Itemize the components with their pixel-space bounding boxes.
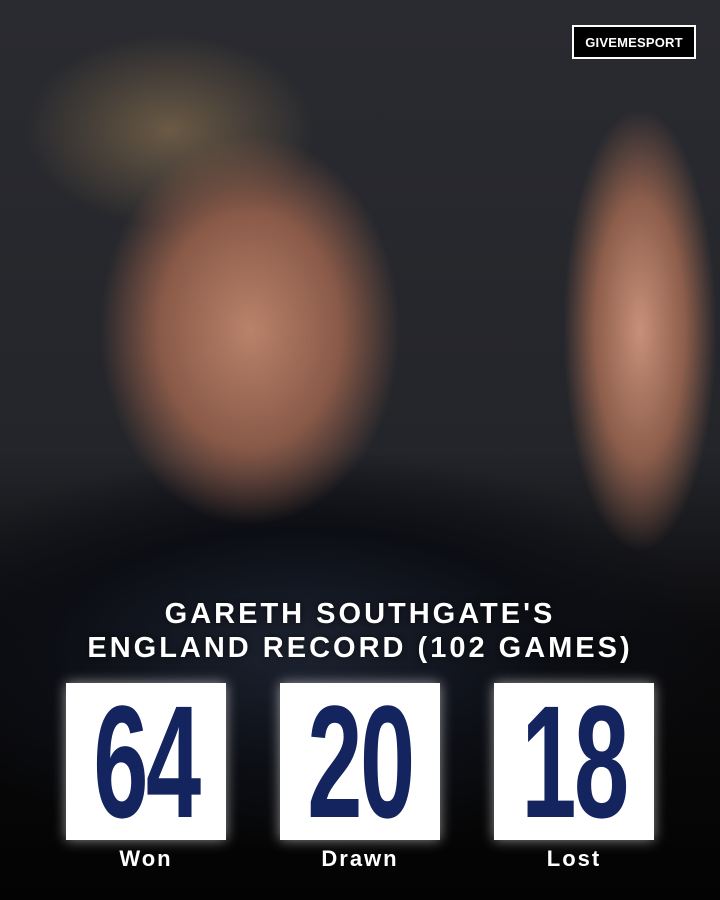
- stat-drawn-value: 20: [307, 683, 415, 840]
- stat-drawn-label: Drawn: [321, 846, 399, 871]
- stat-lost-box: 18: [494, 683, 654, 840]
- stat-lost-label: Lost: [546, 846, 602, 871]
- headline-line-2: ENGLAND RECORD (102 GAMES): [87, 632, 633, 664]
- stat-won-box: 64: [66, 683, 226, 840]
- stat-won-value: 64: [93, 683, 201, 840]
- stat-lost-value: 18: [521, 683, 629, 840]
- headline-line-1: GARETH SOUTHGATE'S: [164, 598, 556, 630]
- stat-drawn-box: 20: [280, 683, 440, 840]
- manager-photo: [0, 0, 720, 700]
- stat-won-label: Won: [119, 846, 173, 871]
- givemesport-logo: GIVEMESPORT: [572, 25, 696, 59]
